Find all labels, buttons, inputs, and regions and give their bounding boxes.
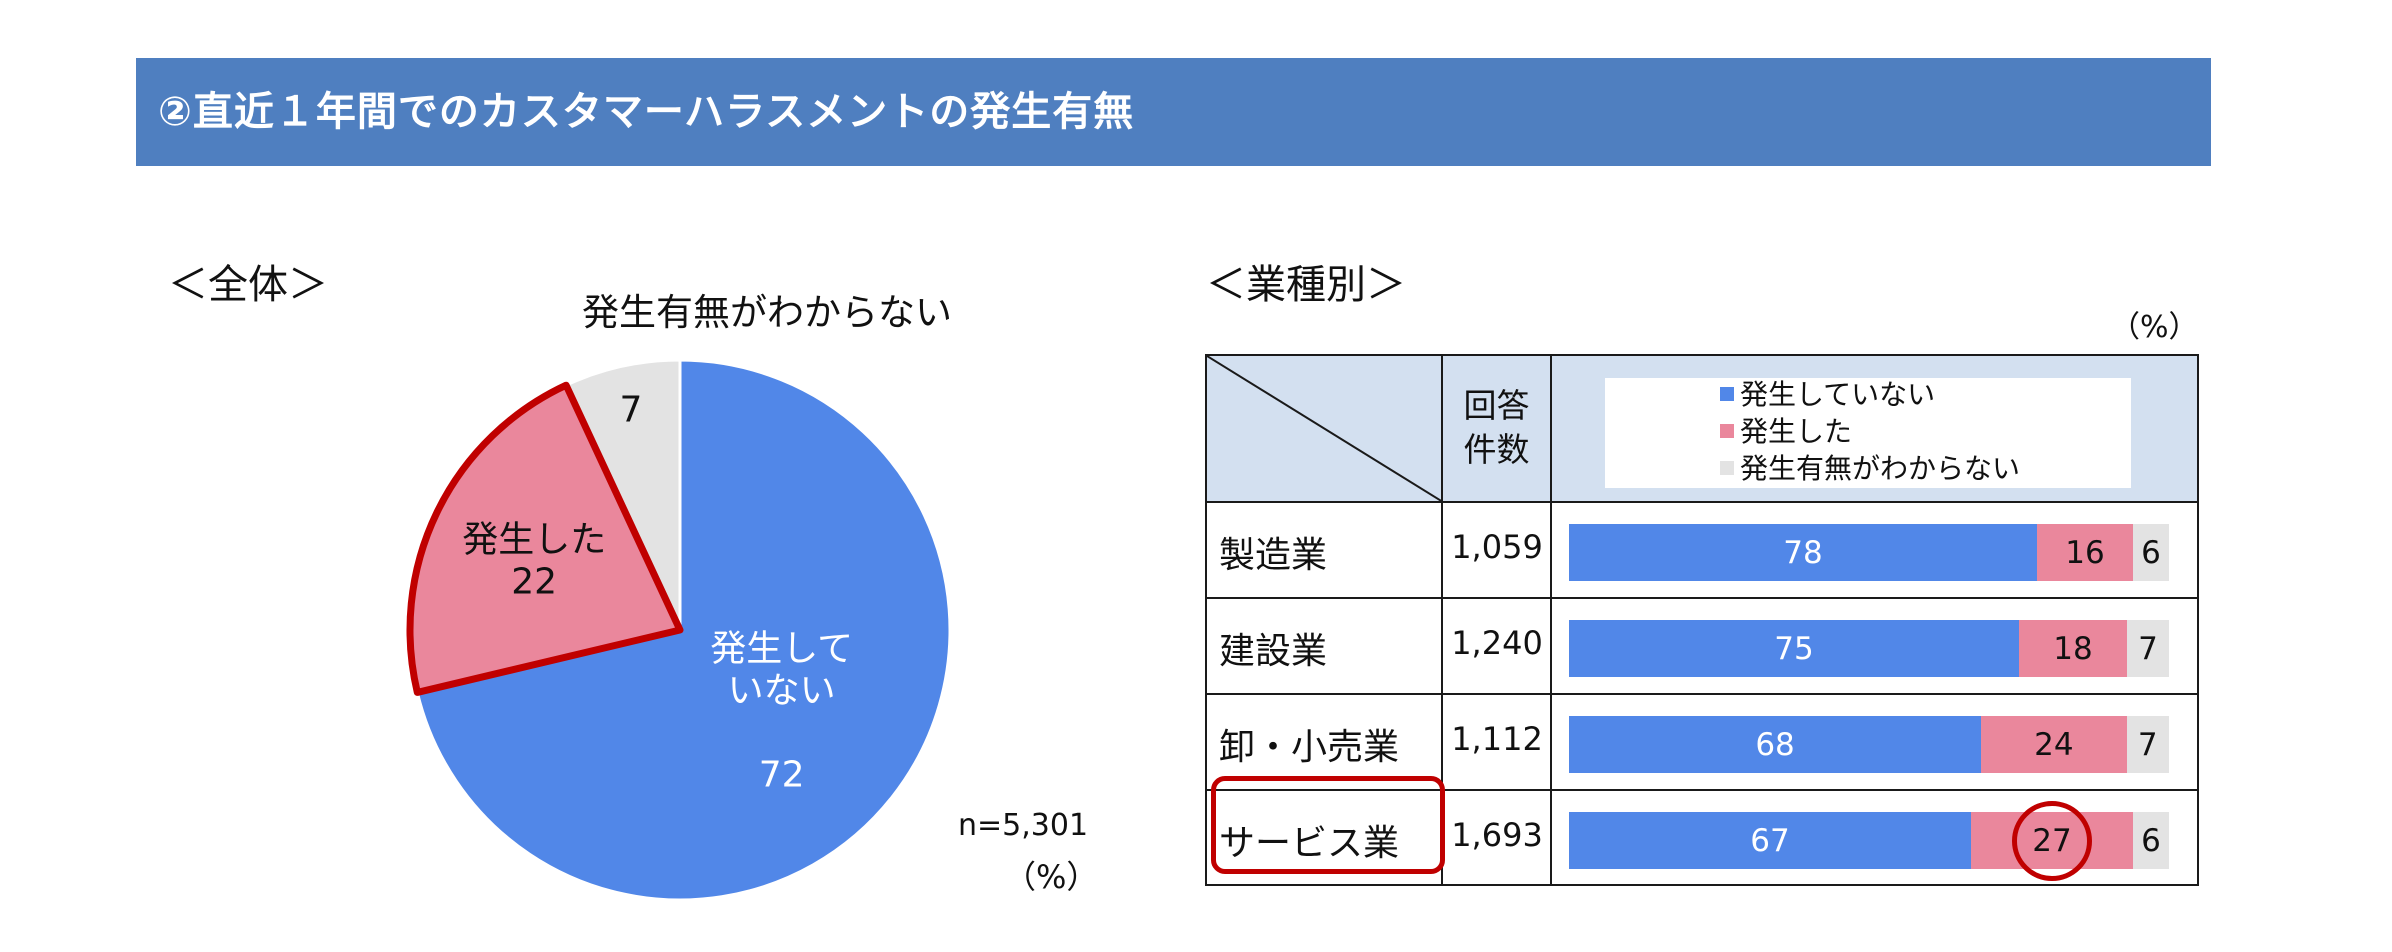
overall-label: ＜全体＞: [168, 262, 328, 308]
industry-stacked-bar-table: 回答 件数 発生していない 発生した 発生有無がわからない 製造業 建設業 卸・…: [1205, 354, 2199, 886]
bar-value-label: 18: [2053, 630, 2093, 667]
service-occurred-highlight-circle: [2012, 800, 2092, 881]
bar-segment-not-occurred: 75: [1569, 620, 2019, 677]
pie-unit-label: （%）: [1004, 858, 1099, 896]
bar-segment-occurred: 16: [2037, 524, 2133, 581]
bar-segment-unknown: 7: [2127, 620, 2169, 677]
pie-callout-unknown: 発生有無がわからない: [582, 291, 952, 334]
bar-segment-not-occurred: 68: [1569, 716, 1982, 773]
legend-label: 発生していない: [1740, 378, 1936, 411]
table-divider: [1207, 597, 2197, 599]
bar-segment-unknown: 6: [2133, 812, 2169, 869]
legend-label: 発生有無がわからない: [1740, 452, 2021, 485]
row-label-manufacturing: 製造業: [1219, 535, 1328, 576]
bar-value-label: 24: [2034, 726, 2074, 763]
bar-value-label: 68: [1755, 726, 1795, 763]
row-label-wholesale-retail: 卸・小売業: [1219, 727, 1400, 768]
bar-value-label: 6: [2141, 534, 2161, 571]
bar-segment-unknown: 6: [2133, 524, 2169, 581]
bar-segment-unknown: 7: [2126, 716, 2169, 773]
row-count: 1,240: [1451, 624, 1543, 662]
table-divider: [1550, 356, 1552, 884]
legend-swatch: [1720, 424, 1734, 438]
pie-slice: [415, 358, 952, 902]
table-unit-label: （%）: [2110, 310, 2199, 345]
section-title: ②直近１年間でのカスタマーハラスメントの発生有無: [158, 89, 1135, 135]
pie-slice-label: 発生した: [462, 519, 606, 560]
bar-value-label: 7: [2138, 630, 2158, 667]
row-count: 1,112: [1451, 720, 1543, 758]
count-header-line: 回答: [1463, 386, 1530, 425]
table-divider: [1207, 693, 2197, 695]
table-divider: [1207, 501, 2197, 503]
table-divider: [1441, 356, 1443, 884]
bar-segment-not-occurred: 67: [1569, 812, 1971, 869]
pie-slice-label: 発生して: [710, 628, 853, 669]
service-row-highlight: [1211, 776, 1445, 874]
pie-value-label: 7: [620, 390, 643, 431]
pie-slice-label: いない: [728, 670, 836, 711]
corner-diagonal: [1207, 356, 1443, 502]
table-divider: [1207, 789, 2197, 791]
row-count: 1,693: [1451, 816, 1543, 854]
count-column-header: 回答 件数: [1443, 384, 1550, 472]
row-label-construction: 建設業: [1219, 631, 1328, 672]
pie-value-label: 22: [511, 561, 557, 602]
pie-slice-highlight-outline: [406, 381, 684, 696]
bar-value-label: 6: [2141, 822, 2161, 859]
bar-segment-occurred: 24: [1981, 716, 2127, 773]
chart-legend: 発生していない 発生した 発生有無がわからない: [1605, 378, 2131, 488]
legend-swatch: [1720, 387, 1734, 401]
sample-size-label: n=5,301: [958, 808, 1089, 843]
bar-value-label: 16: [2065, 534, 2105, 571]
bar-value-label: 67: [1750, 822, 1790, 859]
row-label-service: サービス業: [1219, 823, 1400, 864]
legend-label: 発生した: [1740, 415, 1853, 448]
section-header: ②直近１年間でのカスタマーハラスメントの発生有無: [136, 58, 2211, 166]
legend-item-not-occurred: 発生していない: [1720, 378, 1935, 412]
bar-value-label: 75: [1774, 630, 1814, 667]
legend-swatch: [1720, 461, 1734, 475]
bar-value-label: 78: [1783, 534, 1823, 571]
legend-item-unknown: 発生有無がわからない: [1720, 452, 2020, 486]
industry-label: ＜業種別＞: [1206, 262, 1406, 308]
row-count: 1,059: [1451, 528, 1543, 566]
bar-segment-occurred: 18: [2019, 620, 2127, 677]
bar-value-label: 7: [2137, 726, 2158, 763]
pie-value-label: 72: [759, 754, 805, 795]
legend-item-occurred: 発生した: [1720, 415, 1852, 449]
bar-segment-not-occurred: 78: [1569, 524, 2037, 581]
count-header-line: 件数: [1463, 430, 1530, 469]
